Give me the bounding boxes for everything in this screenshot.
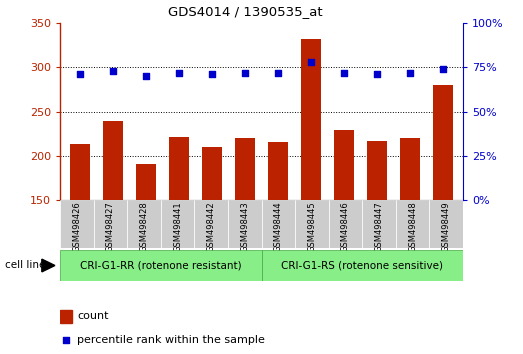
Text: GSM498449: GSM498449 xyxy=(441,201,451,252)
Bar xyxy=(60,310,72,323)
Bar xyxy=(136,164,156,200)
Text: GSM498427: GSM498427 xyxy=(106,201,115,252)
Point xyxy=(175,70,183,75)
Point xyxy=(340,70,348,75)
Bar xyxy=(429,200,463,248)
Bar xyxy=(433,85,453,200)
Text: GSM498428: GSM498428 xyxy=(140,201,149,252)
Bar xyxy=(103,121,123,200)
Bar xyxy=(60,250,262,281)
Bar xyxy=(396,200,429,248)
Bar xyxy=(202,147,222,200)
Bar xyxy=(127,200,161,248)
Text: GSM498446: GSM498446 xyxy=(341,201,350,252)
Bar xyxy=(367,141,387,200)
Text: CRI-G1-RS (rotenone sensitive): CRI-G1-RS (rotenone sensitive) xyxy=(281,261,443,270)
Text: GSM498447: GSM498447 xyxy=(374,201,383,252)
Bar xyxy=(295,200,328,248)
Bar xyxy=(195,200,228,248)
Text: GSM498445: GSM498445 xyxy=(308,201,316,252)
Bar xyxy=(262,200,295,248)
Text: GSM498448: GSM498448 xyxy=(408,201,417,252)
Bar xyxy=(328,200,362,248)
Point xyxy=(109,68,117,74)
Text: count: count xyxy=(77,312,109,321)
Bar xyxy=(262,250,463,281)
Point xyxy=(373,72,381,77)
Text: GSM498441: GSM498441 xyxy=(173,201,182,252)
Point xyxy=(62,337,70,343)
Text: GSM498426: GSM498426 xyxy=(72,201,82,252)
Point xyxy=(274,70,282,75)
Point xyxy=(439,66,447,72)
Text: GSM498444: GSM498444 xyxy=(274,201,283,252)
Text: percentile rank within the sample: percentile rank within the sample xyxy=(77,335,265,346)
Text: cell line: cell line xyxy=(5,261,46,270)
Point xyxy=(241,70,249,75)
Bar xyxy=(70,144,90,200)
Bar xyxy=(334,130,354,200)
Bar xyxy=(60,200,94,248)
Bar xyxy=(268,142,288,200)
Bar xyxy=(94,200,127,248)
Bar xyxy=(235,138,255,200)
Bar xyxy=(169,137,189,200)
Text: CRI-G1-RR (rotenone resistant): CRI-G1-RR (rotenone resistant) xyxy=(80,261,242,270)
Polygon shape xyxy=(42,259,55,272)
Bar xyxy=(301,39,321,200)
Bar xyxy=(161,200,195,248)
Text: GSM498442: GSM498442 xyxy=(207,201,215,252)
Text: GSM498443: GSM498443 xyxy=(240,201,249,252)
Bar xyxy=(228,200,262,248)
Bar xyxy=(362,200,396,248)
Point xyxy=(76,72,84,77)
Point xyxy=(142,73,150,79)
Point xyxy=(406,70,414,75)
Point xyxy=(208,72,216,77)
Point xyxy=(307,59,315,65)
Text: GDS4014 / 1390535_at: GDS4014 / 1390535_at xyxy=(168,5,323,18)
Bar xyxy=(400,138,420,200)
